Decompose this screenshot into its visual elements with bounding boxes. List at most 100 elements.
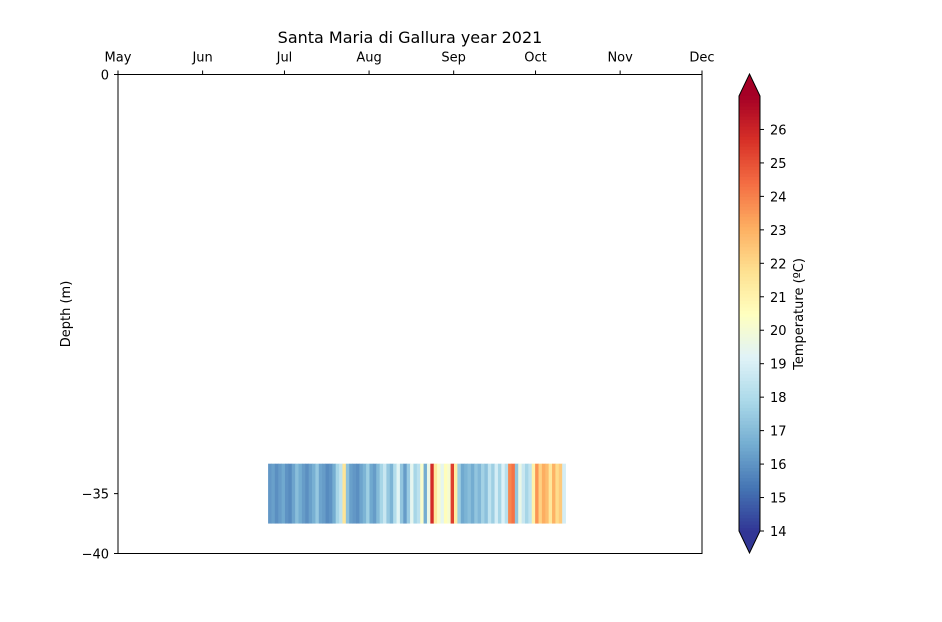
colorbar-segment [739,310,760,315]
colorbar-segment [739,129,760,134]
colorbar-segment [739,350,760,355]
heatmap-cell [413,463,418,524]
colorbar-segment [739,223,760,228]
heatmap-cell [345,463,350,524]
heatmap-cell [281,463,286,524]
colorbar-segment [739,357,760,361]
heatmap-cell [545,463,550,524]
colorbar-segment [739,457,760,462]
colorbar-segment [739,373,760,378]
heatmap-cell [362,463,367,524]
colorbar-segment [739,136,760,141]
heatmap-cell [521,463,526,524]
heatmap-cell [399,463,404,524]
colorbar-segment [739,417,760,422]
colorbar-tick-label: 26 [770,123,787,138]
colorbar-segment [739,360,760,365]
colorbar-segment [739,494,760,499]
heatmap-cell [447,463,452,524]
colorbar-segment [739,139,760,144]
heatmap-cell [325,463,330,524]
colorbar-segment [739,437,760,442]
heatmap-cell [487,463,492,524]
heatmap-cell [291,463,296,524]
colorbar-segment [739,477,760,482]
heatmap-cell [514,463,519,524]
colorbar-segment [739,293,760,298]
colorbar-segment [739,454,760,458]
heatmap-cell [318,463,323,524]
colorbar-segment [739,122,760,127]
heatmap-cell [558,463,563,524]
colorbar-segment [739,363,760,368]
heatmap-cell [524,463,529,524]
heatmap-cell [372,463,377,524]
colorbar-segment [739,387,760,392]
heatmap-cell [426,463,431,524]
heatmap-cell [268,463,272,524]
colorbar-segment [739,316,760,321]
heatmap-cell [541,463,546,524]
heatmap-cell [504,463,509,524]
y-tick-label: −40 [82,548,109,563]
colorbar-segment [739,99,760,104]
heatmap-cell [379,463,384,524]
heatmap-cell [457,463,462,524]
colorbar-segment [739,367,760,371]
colorbar-segment [739,403,760,408]
colorbar-segment [739,176,760,181]
colorbar-tick-label: 18 [770,391,787,406]
colorbar-segment [739,326,760,331]
colorbar-segment [739,330,760,335]
colorbar-segment [739,377,760,382]
colorbar-segment [739,119,760,124]
heatmap-cell [352,463,357,524]
heatmap-cell [494,463,499,524]
heatmap-cell [518,463,523,524]
colorbar-extend-max [739,74,760,96]
heatmap-cell [531,463,536,524]
heatmap-cells [268,463,566,524]
colorbar-segment [739,233,760,238]
heatmap-cell [511,463,516,524]
colorbar-segment [739,460,760,465]
colorbar-segment [739,106,760,110]
colorbar-segment [739,353,760,358]
heatmap-cell [335,463,340,524]
colorbar-segment [739,149,760,154]
colorbar-segment [739,383,760,388]
heatmap-cell [440,463,445,524]
heatmap-cell [339,463,343,524]
colorbar-segment [739,199,760,204]
colorbar-segment [739,142,760,147]
colorbar-segment [739,433,760,438]
colorbar-segment [739,464,760,469]
colorbar-segment [739,290,760,295]
heatmap-cell [552,463,556,524]
colorbar-segment [739,390,760,395]
colorbar-segment [739,179,760,184]
colorbar-segment [739,450,760,455]
plot-frame [117,74,703,554]
colorbar-segment [739,474,760,479]
heatmap-cell [278,463,283,524]
heatmap-cell [484,463,489,524]
heatmap-cell [284,463,289,524]
colorbar-segment [739,189,760,194]
colorbar-segment [739,266,760,271]
colorbar-segment [739,524,760,529]
colorbar-tick-label: 20 [770,324,787,339]
heatmap-cell [437,463,441,524]
colorbar-tick-label: 15 [770,492,787,507]
heatmap-cell [454,463,458,524]
colorbar-segment [739,447,760,452]
colorbar-segment [739,226,760,231]
colorbar-segment [739,507,760,512]
heatmap-cell [312,463,316,524]
heatmap-cell [406,463,411,524]
colorbar-segment [739,527,760,532]
colorbar-outline [738,72,761,555]
colorbar-tick-label: 16 [770,458,787,473]
heatmap-cell [403,463,408,524]
